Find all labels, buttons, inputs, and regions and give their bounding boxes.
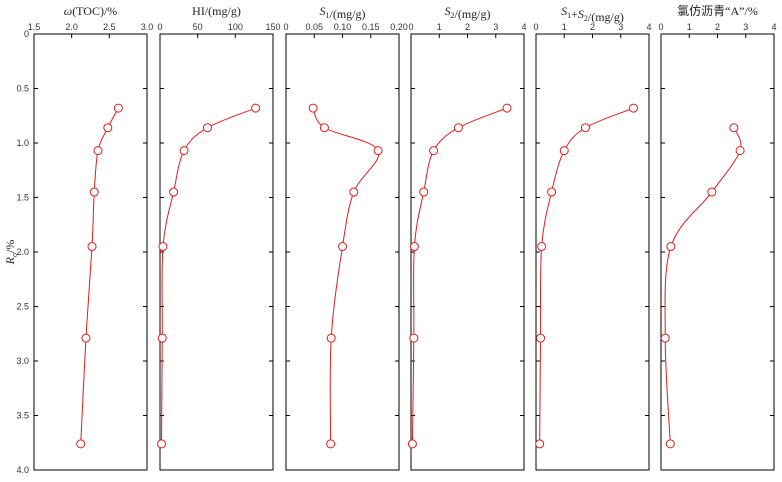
data-point	[666, 242, 676, 252]
x-tick-label: 1	[687, 22, 692, 32]
data-point	[158, 242, 168, 252]
data-point	[628, 103, 638, 113]
data-point	[429, 146, 439, 156]
x-tick-label: 1	[562, 22, 567, 32]
y-tick-label: 3.5	[16, 411, 29, 421]
data-point	[157, 333, 167, 343]
panel-frame	[33, 33, 148, 471]
data-point	[319, 123, 329, 133]
data-point	[407, 439, 417, 449]
data-point	[113, 103, 123, 113]
data-point	[93, 146, 103, 156]
x-tick-label: 0	[533, 22, 538, 32]
x-tick-label: 0.10	[334, 22, 352, 32]
x-tick-label: 4	[521, 22, 526, 32]
data-point	[326, 333, 336, 343]
data-point	[251, 103, 261, 113]
y-tick-label: 4.0	[16, 465, 29, 475]
data-point	[559, 146, 569, 156]
x-tick-label: 2.0	[65, 22, 78, 32]
data-point	[537, 242, 547, 252]
panel-title: 氯仿沥青“A”/%	[677, 4, 758, 18]
series-line	[664, 127, 742, 444]
series-line	[161, 107, 256, 444]
x-tick-label: 0	[658, 22, 663, 32]
x-tick-label: 100	[228, 22, 243, 32]
x-tick-label: 2	[715, 22, 720, 32]
y-tick-label: 2.0	[16, 247, 29, 257]
x-tick-label: 3	[743, 22, 748, 32]
data-point	[179, 146, 189, 156]
x-tick-label: 0	[408, 22, 413, 32]
x-tick-label: 0.05	[305, 22, 323, 32]
panel-frame	[535, 33, 650, 471]
x-tick-label: 0.20	[390, 22, 408, 32]
data-point	[338, 242, 347, 252]
x-tick-label: 3	[618, 22, 623, 32]
data-point	[349, 187, 359, 197]
series-line	[312, 107, 380, 444]
data-point	[547, 187, 557, 197]
data-point	[409, 333, 419, 343]
data-point	[308, 103, 318, 113]
data-point	[536, 333, 546, 343]
x-tick-label: 3	[493, 22, 498, 32]
data-point	[729, 123, 739, 133]
x-tick-label: 50	[193, 22, 203, 32]
data-point	[453, 123, 463, 133]
y-tick-label: 1.5	[16, 193, 29, 203]
x-tick-label: 4	[646, 22, 651, 32]
x-tick-label: 1	[437, 22, 442, 32]
data-point	[81, 333, 91, 343]
series-line	[80, 107, 119, 444]
x-tick-label: 2	[465, 22, 470, 32]
data-point	[580, 123, 590, 133]
data-point	[373, 146, 383, 156]
data-point	[202, 123, 212, 133]
data-point	[103, 123, 113, 133]
x-tick-label: 0.15	[362, 22, 380, 32]
data-point	[76, 439, 86, 449]
y-tick-label: 0.5	[16, 84, 29, 94]
data-point	[87, 242, 97, 252]
x-tick-label: 4	[771, 22, 776, 32]
data-point	[169, 187, 179, 197]
data-point	[502, 103, 512, 113]
panel-title: S2/(mg/g)	[445, 4, 491, 21]
panel-title: S1/(mg/g)	[320, 4, 366, 21]
data-point	[707, 187, 717, 197]
y-tick-label: 3.0	[16, 356, 29, 366]
data-point	[157, 439, 167, 449]
x-tick-label: 0	[283, 22, 288, 32]
panel-title: HI/(mg/g)	[192, 4, 241, 18]
y-tick-label: 0	[24, 29, 29, 39]
data-point	[89, 187, 99, 197]
series-line	[539, 107, 634, 444]
panel-frame	[285, 33, 400, 471]
y-tick-label: 1.0	[16, 138, 29, 148]
data-point	[409, 242, 419, 252]
data-point	[665, 439, 675, 449]
x-tick-label: 2	[590, 22, 595, 32]
data-point	[419, 187, 429, 197]
panel-frame	[660, 33, 775, 471]
x-tick-label: 150	[265, 22, 280, 32]
panel-frame	[410, 33, 525, 471]
x-tick-label: 2.5	[103, 22, 116, 32]
data-point	[660, 333, 670, 343]
x-tick-label: 3.0	[141, 22, 154, 32]
panel-frame	[159, 33, 274, 471]
y-axis-label: Ro/%	[3, 240, 19, 266]
series-line	[411, 107, 508, 444]
panel-title: ω(TOC)/%	[64, 4, 118, 18]
data-point	[735, 146, 745, 156]
data-point	[535, 439, 545, 449]
panel-title: S1+S2/(mg/g)	[561, 4, 624, 24]
y-tick-label: 2.5	[16, 302, 29, 312]
x-tick-label: 1.5	[28, 22, 41, 32]
x-tick-label: 0	[157, 22, 162, 32]
data-point	[326, 439, 336, 449]
